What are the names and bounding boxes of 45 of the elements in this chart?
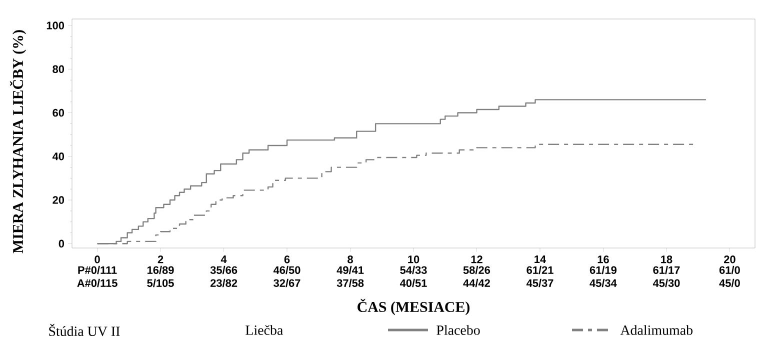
text: 61/17	[653, 266, 680, 274]
y-tick-label: 0	[58, 240, 64, 248]
text: 49/41	[336, 266, 364, 274]
text: 61/21	[526, 266, 554, 274]
text: 37/58	[336, 278, 364, 288]
x-tick-label: 14	[534, 256, 546, 264]
x-tick-label: 18	[661, 256, 672, 264]
text: P#0/111	[78, 266, 117, 274]
text: 5/105	[147, 278, 174, 288]
legend-label: Placebo	[436, 325, 480, 335]
text: 45/37	[526, 278, 554, 288]
text: 61/0	[719, 266, 740, 274]
text: Štúdia UV II	[49, 324, 120, 336]
legend-title: Liečba	[246, 325, 283, 335]
x-tick-label: 0	[94, 256, 100, 264]
legend-label: Adalimumab	[620, 325, 693, 335]
text: 44/42	[463, 278, 490, 288]
text: 32/67	[274, 278, 300, 288]
text: A#0/115	[77, 278, 118, 288]
x-tick-label: 16	[598, 256, 609, 264]
x-tick-label: 12	[471, 256, 482, 264]
y-tick-label: 20	[52, 196, 64, 204]
y-axis-title: MIERA ZLYHANIA LIEČBY (%)	[10, 30, 26, 254]
y-tick-label: 60	[52, 108, 64, 117]
text: 16/89	[147, 266, 174, 274]
text: 61/19	[590, 266, 617, 274]
text: 35/66	[210, 266, 238, 274]
x-tick-label: 6	[284, 256, 290, 264]
text: 45/30	[652, 278, 680, 288]
text: 45/0	[719, 278, 740, 288]
text: 45/34	[590, 278, 617, 288]
y-tick-label: 80	[52, 65, 64, 74]
x-tick-label: 8	[348, 256, 353, 264]
text: 40/51	[400, 278, 427, 288]
y-tick-label: 100	[46, 22, 64, 30]
text: 58/26	[463, 266, 490, 274]
y-tick-label: 40	[52, 152, 64, 160]
x-tick-label: 4	[220, 256, 227, 264]
text: 46/50	[273, 266, 300, 274]
x-tick-label: 20	[724, 256, 736, 264]
x-tick-label: 10	[408, 256, 420, 264]
x-tick-label: 2	[158, 256, 164, 264]
text: 54/33	[400, 266, 427, 274]
x-axis-title: ČAS (MESIACE)	[358, 298, 470, 316]
text: 23/82	[210, 278, 238, 288]
